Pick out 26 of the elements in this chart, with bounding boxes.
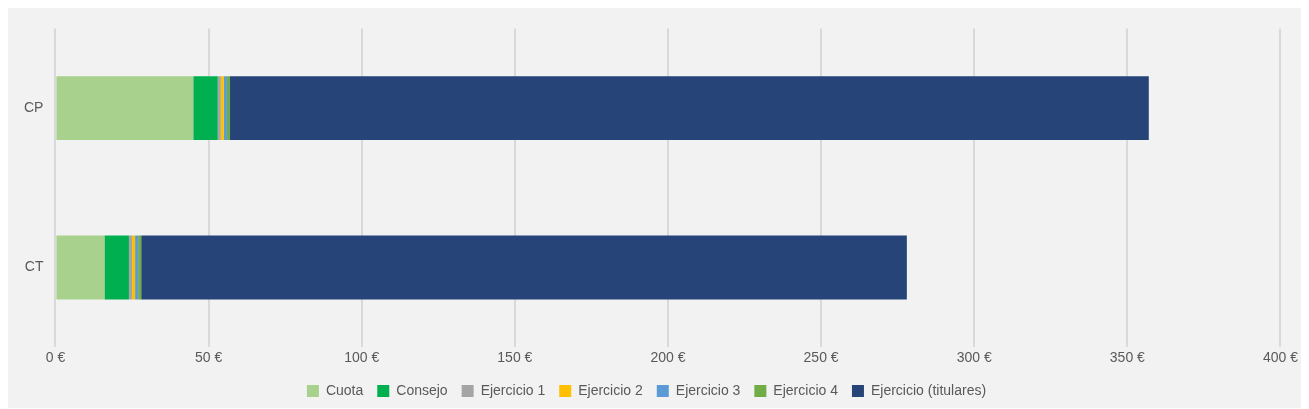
bar [56,76,194,140]
legend-label: Ejercicio 4 [773,381,839,398]
x-tick-label: 150 € [497,349,533,366]
x-tick-label: 50 € [194,349,223,366]
legend-label: Ejercicio 2 [578,381,644,398]
legend-label: Ejercicio 3 [675,381,741,398]
x-tick-label: 250 € [803,349,839,366]
x-tick-label: 200 € [650,349,686,366]
legend-label: Consejo [396,381,448,398]
legend-label: Ejercicio 1 [480,381,546,398]
y-tick-label: CT [24,258,44,275]
bar [230,76,1149,140]
legend-label: Ejercicio (titulares) [870,381,987,398]
y-tick-label: CP [24,98,44,115]
bar [56,235,105,300]
x-tick-label: 100 € [344,349,380,366]
bar [104,235,129,300]
x-tick-label: 350 € [1109,349,1146,366]
x-tick-label: 0 € [45,349,66,366]
bar [128,235,133,300]
x-tick-label: 300 € [956,349,992,366]
legend-label: Cuota [325,381,364,398]
x-tick-label: 400 € [1262,349,1299,366]
bar [141,235,907,300]
bar [226,76,231,140]
bar [193,76,218,140]
